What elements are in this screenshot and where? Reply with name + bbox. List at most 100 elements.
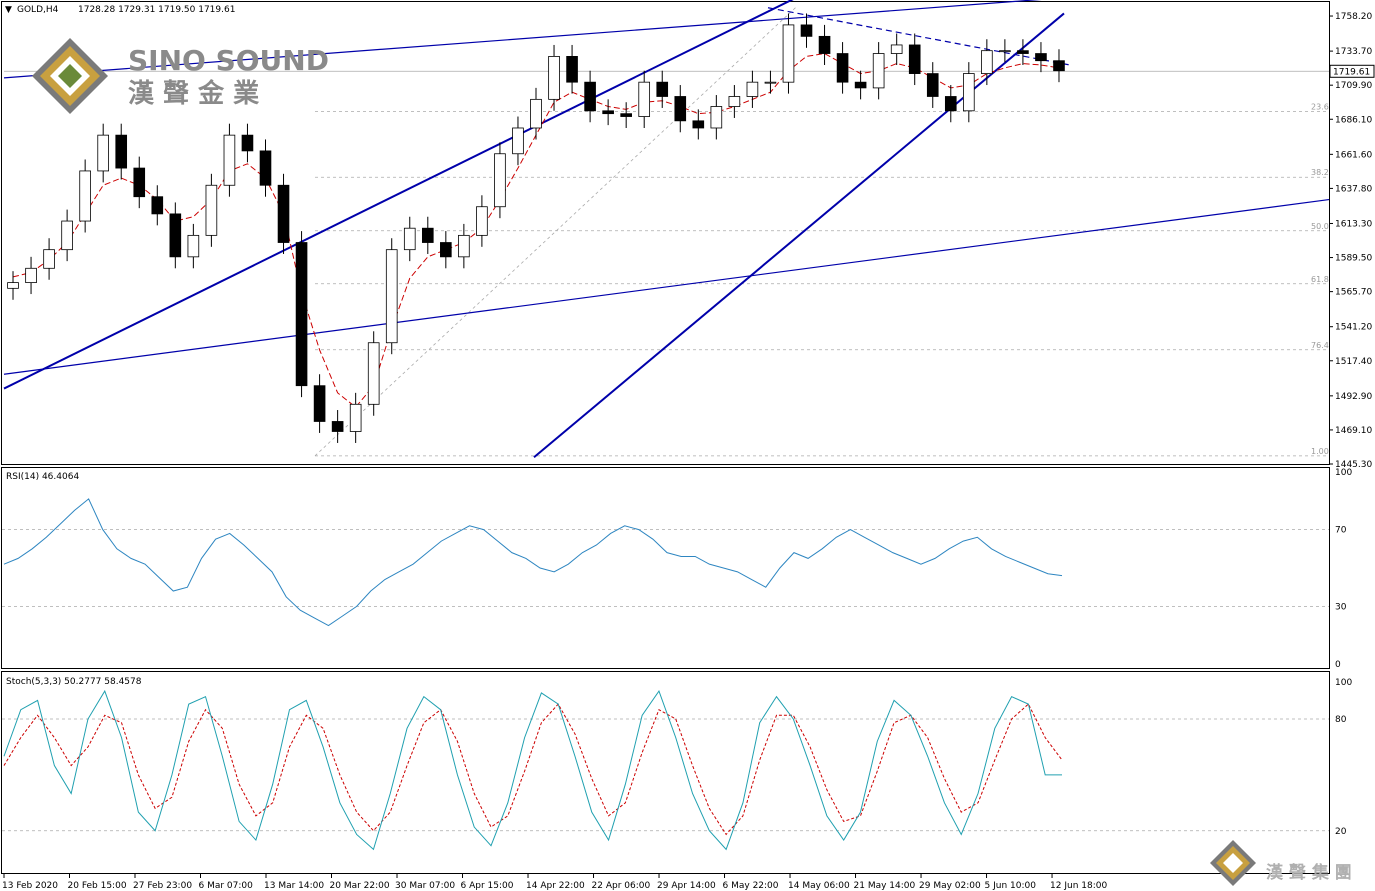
candle-body — [205, 184, 218, 236]
candle-body — [530, 98, 542, 129]
candle-body — [963, 73, 975, 112]
time-tick-label: 12 Jun 18:00 — [1050, 881, 1107, 891]
stoch-main-line — [3, 689, 1062, 851]
candle-body — [476, 206, 488, 236]
stoch-panel-frame — [1, 671, 1330, 874]
candle-body — [999, 50, 1011, 53]
price-tick-label: 1758.20 — [1335, 12, 1372, 22]
candle-body — [223, 134, 236, 186]
price-tick-label: 1445.30 — [1335, 460, 1372, 470]
candle-body — [620, 113, 632, 117]
trendline-long-lower — [3, 198, 1330, 375]
candle-body — [674, 96, 687, 122]
candle-body — [331, 421, 344, 432]
candle-body — [854, 81, 867, 89]
fib-level-label: 61.8 — [1311, 275, 1329, 284]
price-tick-label: 1492.90 — [1335, 392, 1372, 402]
candle-body — [981, 50, 993, 74]
candle-body — [566, 56, 578, 83]
candle-body — [764, 81, 777, 84]
time-tick-label: 5 Jun 10:00 — [985, 881, 1037, 891]
candle-body — [97, 134, 109, 172]
candle-body — [169, 213, 182, 258]
rsi-tick-label: 30 — [1335, 602, 1347, 612]
brand-name: SINO SOUND — [128, 44, 329, 77]
brand-chinese: 漢 聲 金 業 — [128, 78, 259, 109]
rsi-tick-label: 70 — [1335, 526, 1347, 536]
stoch-tick-label: 100 — [1335, 678, 1352, 688]
rsi-tick-label: 0 — [1335, 660, 1341, 670]
candle-body — [548, 56, 560, 100]
current-price-label: 1719.61 — [1333, 67, 1370, 77]
time-tick-label: 29 Apr 14:00 — [657, 881, 716, 891]
price-tick-label: 1541.20 — [1335, 323, 1372, 333]
time-tick-label: 30 Mar 07:00 — [395, 881, 455, 891]
price-tick-label: 1517.40 — [1335, 357, 1372, 367]
candle-body — [692, 120, 705, 129]
price-tick-label: 1733.70 — [1335, 47, 1372, 57]
time-tick-label: 6 Mar 07:00 — [199, 881, 254, 891]
candle-body — [494, 153, 506, 208]
corner-logo-icon — [1210, 840, 1256, 886]
candle-body — [728, 96, 741, 107]
time-tick-label: 13 Mar 14:00 — [264, 881, 324, 891]
price-tick-label: 1686.10 — [1335, 115, 1372, 125]
trendline-channel-upper — [3, 0, 794, 390]
candle-body — [187, 234, 200, 258]
candle-body — [151, 196, 164, 215]
candle-body — [385, 249, 398, 344]
candle-body — [1053, 60, 1065, 72]
candle-body — [602, 110, 614, 115]
candle-body — [944, 96, 957, 112]
resistance-dashed-line — [767, 7, 1071, 66]
price-tick-label: 1613.30 — [1335, 219, 1372, 229]
candle-body — [746, 81, 759, 97]
brand-logo-icon — [32, 38, 108, 114]
candle-body — [133, 167, 146, 198]
fib-level-label: 38.2 — [1311, 168, 1329, 177]
candle-body — [656, 81, 669, 97]
time-tick-label: 13 Feb 2020 — [2, 881, 58, 891]
candle-body — [277, 184, 290, 243]
time-tick-label: 20 Mar 22:00 — [330, 881, 390, 891]
chart-collapse-icon[interactable]: ▼ — [5, 5, 12, 15]
stoch-title: Stoch(5,3,3) 50.2777 58.4578 — [6, 677, 142, 687]
main-panel-frame — [1, 1, 1330, 465]
candle-body — [800, 24, 813, 37]
time-tick-label: 14 May 06:00 — [788, 881, 850, 891]
candle-body — [512, 127, 524, 155]
time-tick-label: 20 Feb 15:00 — [68, 881, 127, 891]
candle-body — [43, 249, 55, 269]
stoch-tick-label: 20 — [1335, 827, 1347, 837]
candle-body — [1017, 50, 1029, 54]
candle-body — [1035, 53, 1047, 62]
time-tick-label: 22 Apr 06:00 — [592, 881, 651, 891]
candle-body — [421, 227, 434, 243]
candle-body — [259, 150, 272, 186]
fib-level-label: 76.4 — [1311, 341, 1329, 350]
candle-body — [79, 170, 91, 222]
candle-body — [349, 403, 362, 432]
candle-body — [908, 44, 921, 74]
candle-body — [818, 35, 831, 54]
price-tick-label: 1709.90 — [1335, 81, 1372, 91]
time-tick-label: 27 Feb 23:00 — [133, 881, 192, 891]
time-tick-label: 21 May 14:00 — [854, 881, 916, 891]
rsi-line — [3, 498, 1063, 627]
candle-body — [7, 282, 19, 289]
time-tick-label: 6 May 22:00 — [723, 881, 779, 891]
time-tick-label: 14 Apr 22:00 — [526, 881, 585, 891]
candle-body — [403, 227, 416, 251]
price-tick-label: 1565.70 — [1335, 288, 1372, 298]
trendline-channel-lower — [533, 12, 1065, 459]
current-price-box — [1329, 64, 1375, 78]
stoch-signal-line — [3, 703, 1063, 836]
candle-body — [890, 44, 903, 54]
candle-body — [872, 53, 885, 89]
fib-level-label: 23.6 — [1311, 103, 1329, 112]
candle-body — [61, 220, 73, 251]
time-tick-label: 6 Apr 15:00 — [461, 881, 514, 891]
candle-body — [313, 385, 326, 422]
